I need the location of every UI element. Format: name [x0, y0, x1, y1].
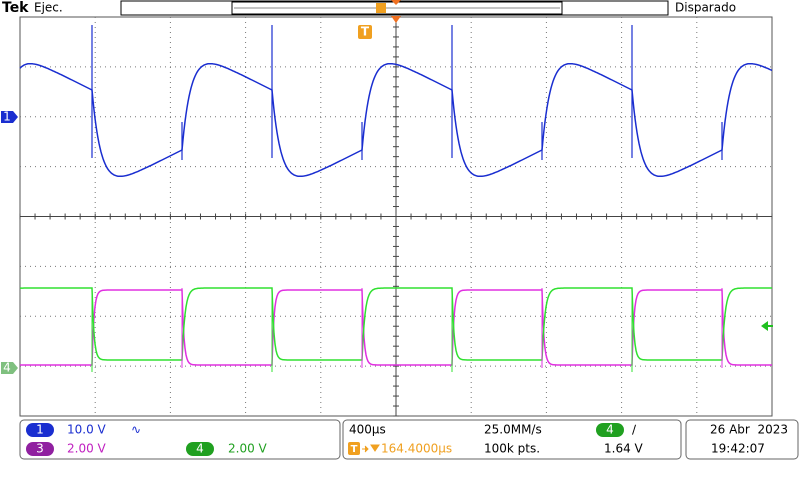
ch1-scale: 10.0 V	[67, 423, 107, 437]
trigger-source: 4	[606, 423, 614, 437]
time: 19:42:07	[711, 442, 765, 456]
ch1-marker	[1, 111, 18, 123]
trigger-position-arrow	[391, 16, 401, 23]
timebase: 400µs	[349, 423, 386, 437]
ch1-waveform	[19, 62, 773, 178]
trigger-badge	[358, 25, 372, 39]
trigger-level: 1.64 V	[604, 442, 644, 456]
ch1-badge	[26, 423, 54, 437]
trigger-source-badge	[596, 423, 624, 437]
trigger-position: 164.4000µs	[381, 442, 452, 456]
ch3-number: 3	[36, 442, 44, 456]
ch3-badge	[26, 442, 54, 456]
run-status: Ejec.	[34, 1, 63, 15]
record-trigger-marker	[376, 3, 386, 13]
expansion-marker	[391, 0, 401, 5]
trigger-position-badge	[348, 442, 360, 455]
trigger-position-arrows	[362, 444, 380, 453]
ch4-waveform	[19, 287, 772, 361]
ch4-marker	[1, 362, 18, 374]
ch4-number: 4	[196, 442, 204, 456]
graticule	[19, 16, 773, 417]
ch1-number: 1	[36, 423, 44, 437]
ch4-marker-label: 4	[3, 361, 11, 375]
trigger-position-icon: T	[351, 444, 358, 455]
ch1-coupling: ∿	[131, 423, 141, 437]
channel-readout	[19, 419, 341, 460]
edge-spikes	[91, 25, 723, 372]
record-length: 100k pts.	[484, 442, 540, 456]
brand: Tek	[2, 0, 29, 16]
trigger-slope: ∕	[632, 423, 637, 437]
sample-rate: 25.0MM/s	[484, 423, 542, 437]
trigger-marker-label: T	[361, 25, 370, 39]
datetime-readout	[685, 419, 799, 460]
trigger-state: Disparado	[675, 1, 736, 15]
trigger-level-marker	[761, 321, 773, 331]
ch4-scale: 2.00 V	[228, 442, 268, 456]
ch3-waveform	[20, 289, 772, 366]
ch1-marker-label: 1	[3, 110, 11, 124]
ch4-badge	[186, 442, 214, 456]
ch3-scale: 2.00 V	[67, 442, 107, 456]
date: 26 Abr 2023	[710, 423, 788, 437]
